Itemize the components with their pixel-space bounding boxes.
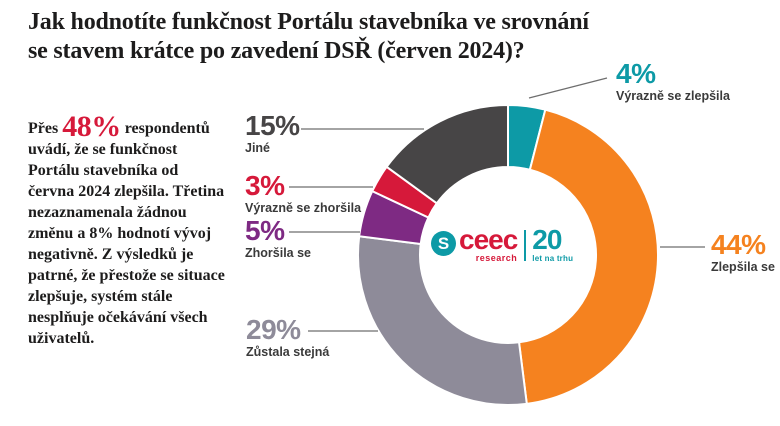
segment-label: Jiné [245,141,271,155]
summary-suffix: respondentů uvádí, že se funkčnost Portá… [28,120,225,347]
leader-line-vyrazne-se-zlepsila [528,77,608,99]
logo-anniversary: 20 let na trhu [532,224,574,263]
ceec-logo: S ceec research 20 let na trhu [431,224,574,267]
segment-percent: 29% [246,314,301,345]
ceec-monogram-icon: S [431,231,456,256]
ceec-name: ceec [459,224,518,255]
segment-percent: 5% [245,215,285,246]
summary-highlight-48: 48% [62,110,121,143]
segment-label: Zhoršila se [245,246,311,260]
segment-percent: 3% [245,170,285,201]
summary-paragraph: Přes 48% respondentů uvádí, že se funkčn… [28,112,228,349]
segment-percent: 4% [616,58,656,89]
summary-prefix: Přes [28,120,63,137]
segment-percent: 15% [245,110,300,141]
callout-zustala-stejna: 29% Zůstala stejná [246,316,329,360]
segment-label: Zlepšila se [711,260,775,274]
callout-zlepsila-se: 44% Zlepšila se [711,231,775,275]
callout-jine: 15% Jiné [245,112,300,156]
donut-segment-zustala-stejna [357,235,528,406]
donut-segment-jine [385,104,509,205]
segment-label: Výrazně se zlepšila [616,89,730,103]
callout-vyrazne-se-zlepsila: 4% Výrazně se zlepšila [616,60,730,104]
anniversary-label: let na trhu [532,253,574,263]
segment-label: Zůstala stejná [246,345,330,359]
callout-zhorsila-se: 5% Zhoršila se [245,217,311,261]
segment-label: Výrazně se zhoršila [245,201,362,215]
page-title: Jak hodnotíte funkčnost Portálu stavební… [28,9,589,65]
segment-percent: 44% [711,229,766,260]
anniversary-number: 20 [532,224,562,255]
ceec-research-label: research [475,252,518,263]
ceec-wordmark: ceec research [459,224,518,263]
donut-segment-zlepsila-se [518,108,659,405]
logo-divider [524,230,527,261]
callout-vyrazne-se-zhorsila: 3% Výrazně se zhoršila [245,172,361,216]
